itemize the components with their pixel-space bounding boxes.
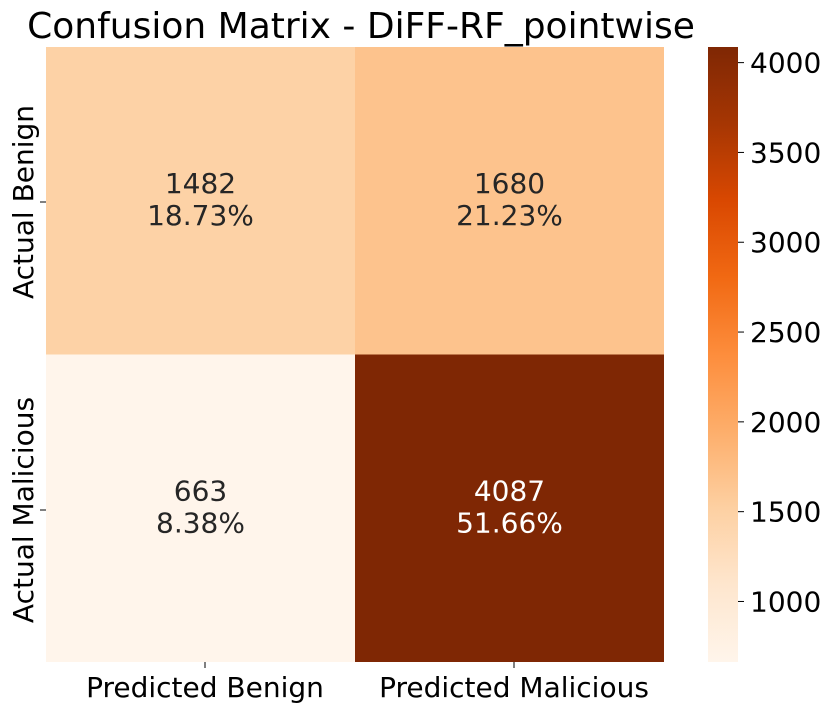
colorbar: 1000 1500 2000 2500 3000 3500 4000 xyxy=(708,47,821,662)
colorbar-tick-label-3500: 3500 xyxy=(750,136,821,169)
heatmap-cell-r1-c0 xyxy=(46,354,355,662)
colorbar-tick-label-3000: 3000 xyxy=(750,226,821,259)
x-tick-label-predicted-benign: Predicted Benign xyxy=(86,671,324,704)
colorbar-ticks: 1000 1500 2000 2500 3000 3500 4000 xyxy=(738,47,821,618)
colorbar-tick-label-2500: 2500 xyxy=(750,316,821,349)
cell-count-r0-c0: 1482 xyxy=(165,167,236,200)
heatmap-cell-r1-c1 xyxy=(355,354,664,662)
colorbar-tick-label-4000: 4000 xyxy=(750,47,821,80)
cell-percent-r1-c0: 8.38% xyxy=(156,506,245,539)
colorbar-tick-label-1000: 1000 xyxy=(750,585,821,618)
heatmap-cell-r0-c1 xyxy=(355,47,664,355)
y-tick-label-actual-malicious: Actual Malicious xyxy=(7,397,40,623)
colorbar-tick-label-2000: 2000 xyxy=(750,406,821,439)
chart-title: Confusion Matrix - DiFF-RF_pointwise xyxy=(27,6,695,47)
heatmap-cells xyxy=(46,47,664,662)
x-tick-label-predicted-malicious: Predicted Malicious xyxy=(379,671,649,704)
heatmap-cell-r0-c0 xyxy=(46,47,355,355)
cell-percent-r1-c1: 51.66% xyxy=(456,506,563,539)
cell-count-r0-c1: 1680 xyxy=(474,167,545,200)
y-tick-label-actual-benign: Actual Benign xyxy=(7,105,40,299)
colorbar-tick-label-1500: 1500 xyxy=(750,496,821,529)
cell-count-r1-c1: 4087 xyxy=(474,474,545,507)
x-axis: Predicted Benign Predicted Malicious xyxy=(86,662,649,704)
cell-count-r1-c0: 663 xyxy=(174,474,227,507)
cell-percent-r0-c1: 21.23% xyxy=(456,199,563,232)
cell-percent-r0-c0: 18.73% xyxy=(147,199,254,232)
y-axis: Actual Benign Actual Malicious xyxy=(7,105,46,623)
colorbar-gradient xyxy=(708,47,738,662)
